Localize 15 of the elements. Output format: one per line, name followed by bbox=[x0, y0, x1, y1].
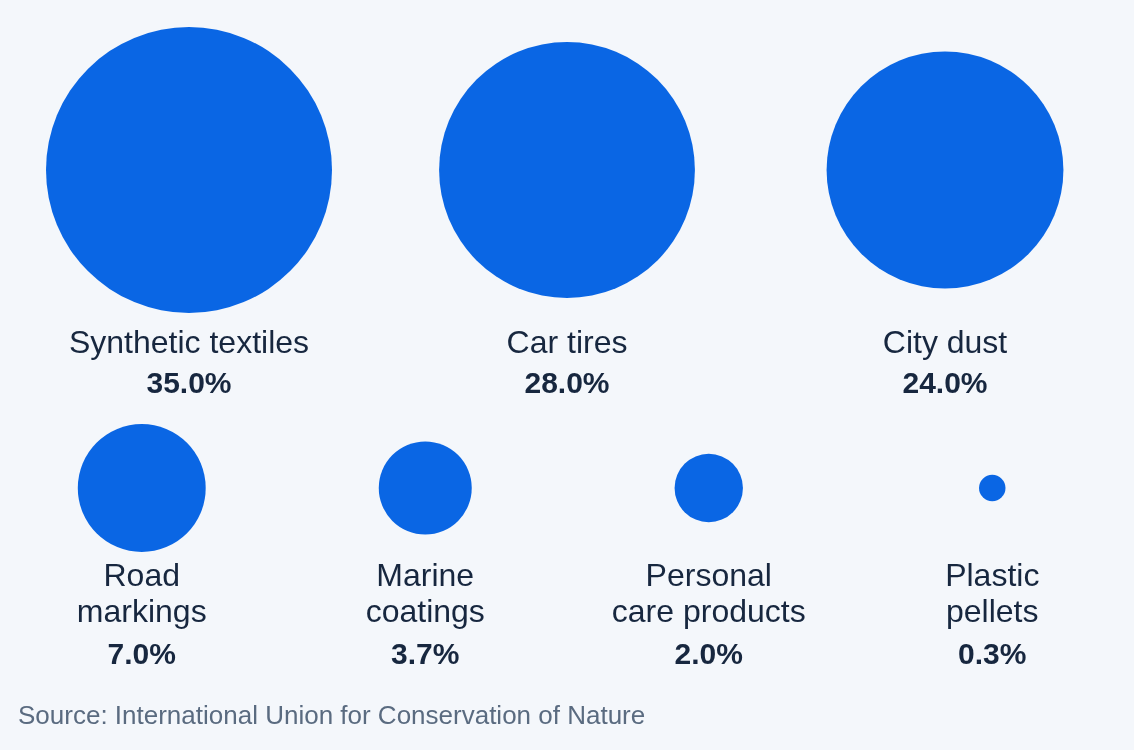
category-label: Plastic pellets bbox=[945, 556, 1040, 629]
data-label: 3.7% bbox=[391, 637, 460, 671]
category-label: City dust bbox=[882, 323, 1008, 360]
data-label: 28.0% bbox=[524, 366, 610, 400]
category-label: Road markings bbox=[76, 556, 207, 629]
category-label: Marine coatings bbox=[365, 556, 485, 629]
data-label: 35.0% bbox=[146, 366, 232, 400]
data-label: 24.0% bbox=[902, 366, 988, 400]
data-label: 2.0% bbox=[674, 637, 743, 671]
category-label: Car tires bbox=[506, 323, 628, 360]
category-label: Personal care products bbox=[611, 556, 806, 629]
source-note: Source: International Union for Conservation of Nature bbox=[18, 700, 646, 731]
category-label: Synthetic textiles bbox=[68, 323, 310, 360]
data-label: 0.3% bbox=[958, 637, 1027, 671]
data-label: 7.0% bbox=[107, 637, 176, 671]
